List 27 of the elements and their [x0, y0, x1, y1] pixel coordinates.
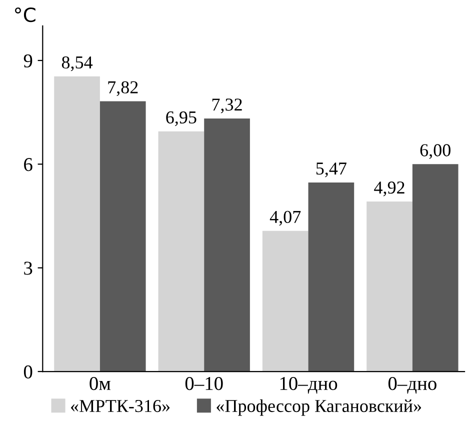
- data-label: 6,95: [166, 111, 196, 126]
- data-label: 6,00: [420, 144, 450, 159]
- data-label: 7,82: [108, 81, 138, 96]
- bar: [366, 201, 412, 372]
- legend-label: «МРТК-316»: [71, 400, 170, 412]
- y-axis-title: °C: [14, 7, 36, 22]
- bar: [54, 76, 100, 372]
- y-tick-label: 9: [24, 54, 32, 68]
- bar: [412, 164, 458, 372]
- data-label: 8,54: [62, 56, 93, 72]
- x-tick-label: 0–дно: [388, 376, 436, 394]
- bar: [262, 230, 308, 372]
- x-tick-label: 0–10: [185, 376, 223, 390]
- y-tick-label: 0: [24, 365, 32, 378]
- data-label: 5,47: [316, 162, 346, 178]
- x-tick-label: 10–дно: [280, 376, 338, 394]
- bar: [308, 182, 354, 372]
- bar: [100, 101, 146, 372]
- data-label: 7,32: [212, 98, 242, 114]
- data-label: 4,92: [374, 182, 404, 196]
- x-tick-label: 0м: [90, 376, 111, 390]
- y-tick-label: 3: [24, 262, 32, 275]
- y-tick-label: 6: [24, 158, 32, 172]
- bar: [158, 131, 204, 372]
- data-label: 4,07: [270, 210, 301, 226]
- bar: [204, 118, 250, 372]
- legend-label: «Профессор Кагановский»: [216, 399, 422, 416]
